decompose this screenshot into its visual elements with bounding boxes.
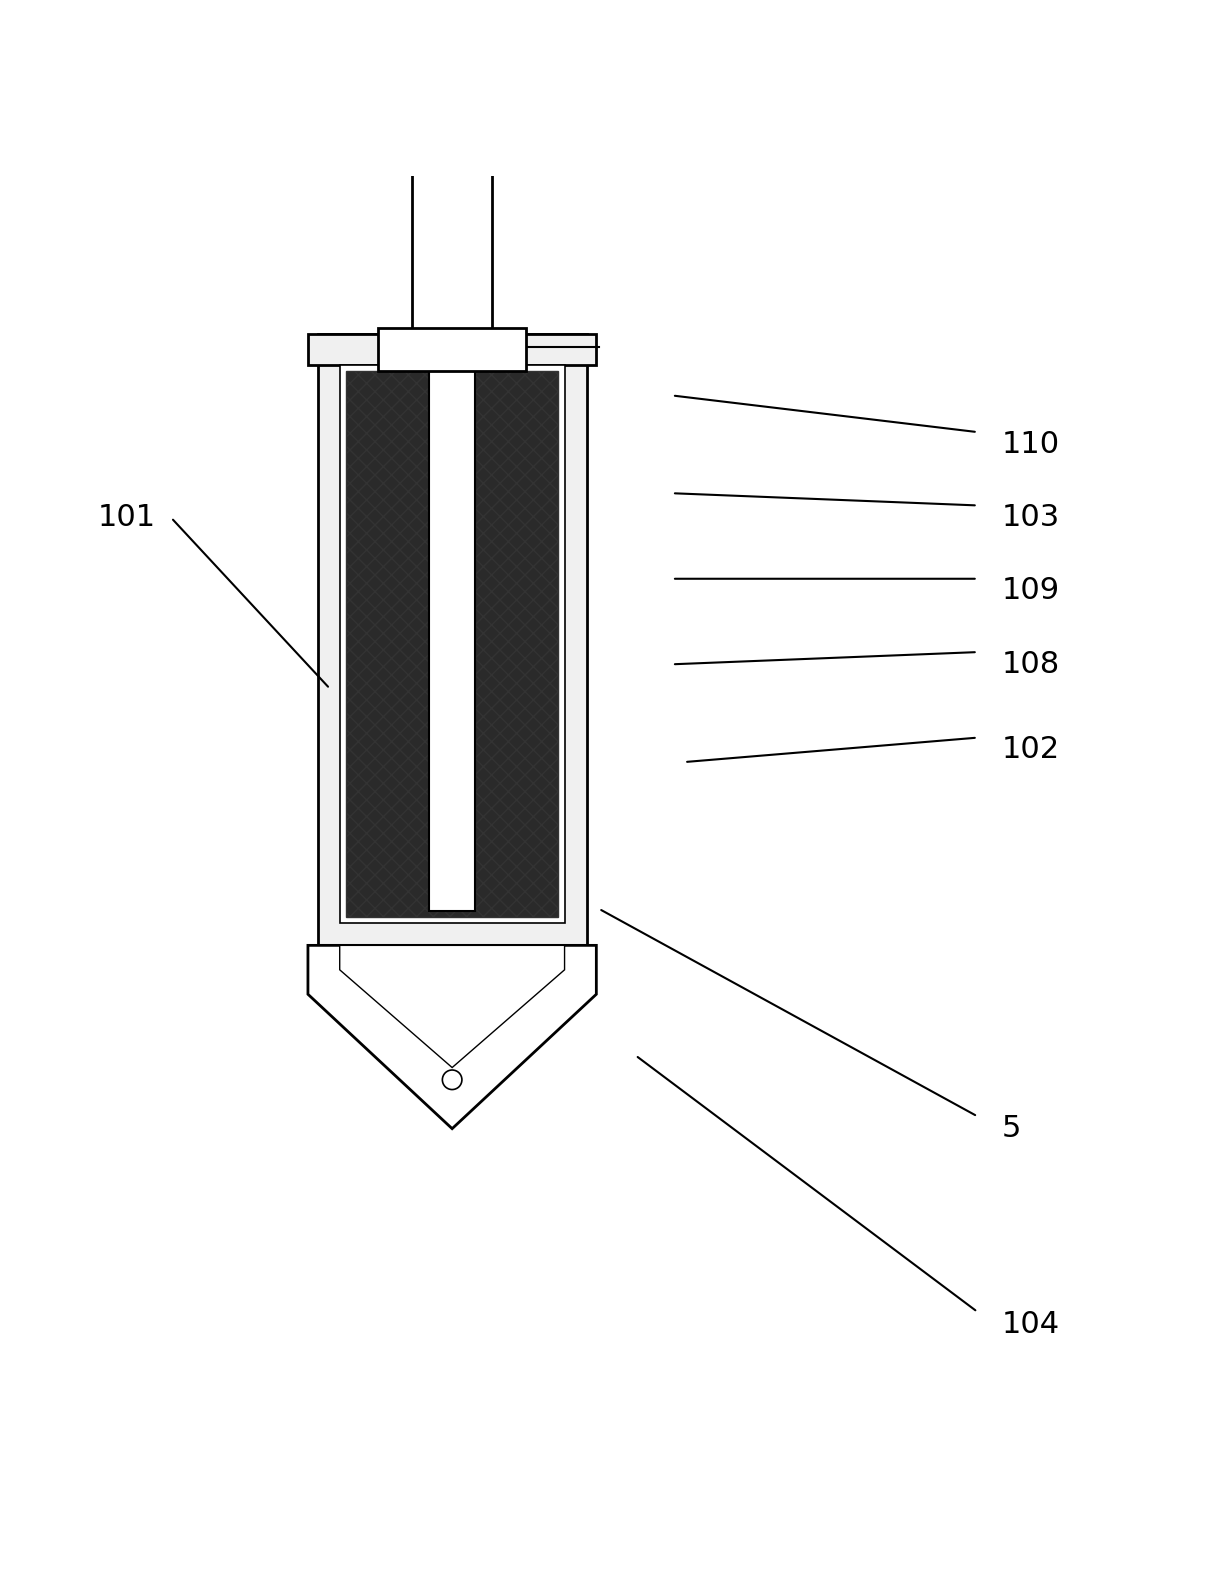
- Text: 5: 5: [1002, 1114, 1022, 1144]
- Bar: [340, 365, 565, 923]
- Bar: [429, 352, 475, 911]
- Text: 108: 108: [1002, 650, 1061, 680]
- Bar: [346, 371, 558, 917]
- Polygon shape: [308, 945, 596, 1129]
- Text: 109: 109: [1002, 576, 1061, 606]
- Text: 104: 104: [1002, 1310, 1061, 1339]
- Bar: [318, 335, 587, 945]
- Text: 102: 102: [1002, 735, 1061, 764]
- Text: 110: 110: [1002, 429, 1061, 459]
- Bar: [413, 0, 491, 346]
- Bar: [308, 335, 596, 365]
- Text: 103: 103: [1002, 503, 1061, 532]
- Polygon shape: [340, 945, 565, 1068]
- Circle shape: [442, 1070, 462, 1090]
- Text: 101: 101: [98, 503, 156, 532]
- Bar: [379, 329, 527, 371]
- Bar: [423, 352, 481, 368]
